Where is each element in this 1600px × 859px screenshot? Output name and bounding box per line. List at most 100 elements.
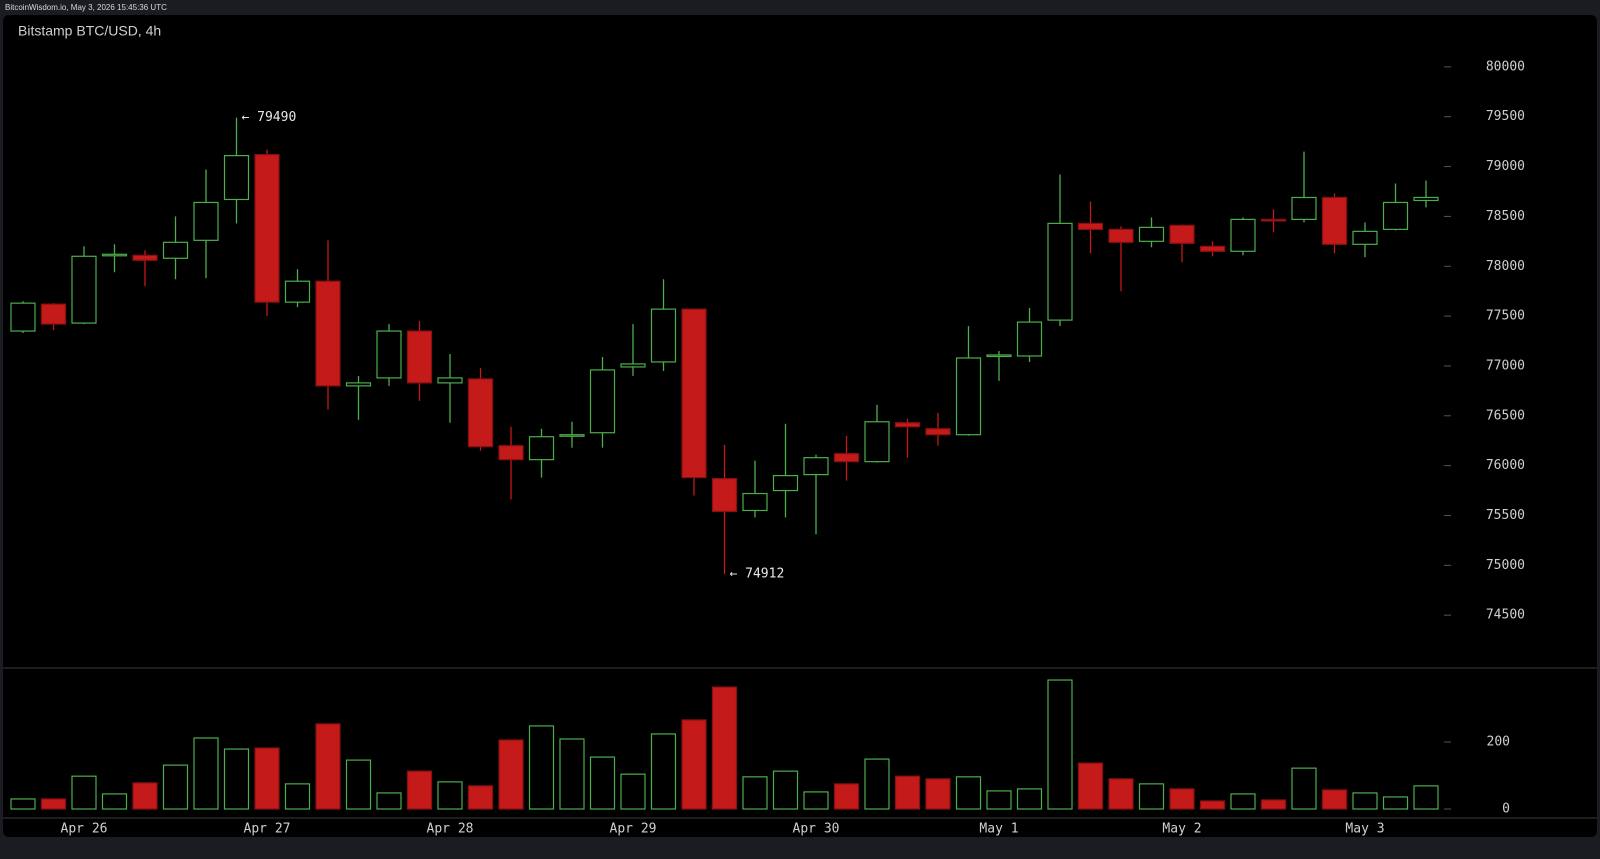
volume-bar xyxy=(650,733,677,810)
x-tick-label: Apr 29 xyxy=(610,822,657,837)
candle-body xyxy=(437,377,463,384)
candle-body xyxy=(1321,196,1348,245)
chart-area xyxy=(3,15,1597,837)
y-tick-label: 75500 xyxy=(1486,508,1525,523)
candle-body xyxy=(284,280,311,303)
candle-body xyxy=(223,155,250,201)
candle-body xyxy=(132,254,158,261)
candle-body xyxy=(1230,218,1256,252)
volume-bar xyxy=(1321,789,1348,810)
volume-bar xyxy=(559,738,585,810)
volume-bar xyxy=(894,775,921,810)
volume-bar xyxy=(620,773,646,810)
candle-body xyxy=(193,201,219,241)
candle-body xyxy=(1016,321,1043,357)
y-tick-label: 200 xyxy=(1487,735,1510,750)
candle-body xyxy=(1169,224,1195,244)
candle-body xyxy=(254,154,280,303)
volume-bar xyxy=(223,748,250,810)
volume-bar xyxy=(864,758,890,810)
volume-bar xyxy=(1108,778,1134,810)
volume-bar xyxy=(1047,679,1073,810)
x-tick-label: Apr 26 xyxy=(61,822,108,837)
y-tick-label: 80000 xyxy=(1486,59,1525,74)
volume-bar xyxy=(833,783,860,810)
volume-bar xyxy=(498,739,524,810)
y-tick-label: 78000 xyxy=(1486,259,1525,274)
volume-bar xyxy=(10,798,36,810)
y-tick-label: 0 xyxy=(1502,802,1510,817)
candle-body xyxy=(315,280,341,387)
volume-bar xyxy=(315,723,341,810)
candle-body xyxy=(925,428,951,436)
volume-bar xyxy=(406,770,433,810)
volume-bar xyxy=(437,781,463,810)
candle-body xyxy=(620,363,646,368)
candle-body xyxy=(1199,245,1226,252)
x-tick-label: May 3 xyxy=(1345,822,1384,837)
candle-body xyxy=(101,253,128,257)
volume-bar xyxy=(711,686,738,810)
candle-body xyxy=(1138,226,1165,242)
candle-body xyxy=(955,357,982,436)
volume-bar xyxy=(101,793,128,810)
volume-bar xyxy=(71,775,97,810)
y-tick-label: 79000 xyxy=(1486,159,1525,174)
candle-body xyxy=(894,422,921,428)
candle-body xyxy=(681,308,707,479)
volume-bar xyxy=(1382,796,1409,810)
candle-body xyxy=(406,330,433,384)
x-tick-label: Apr 27 xyxy=(244,822,291,837)
extreme-annotation: ← 79490 xyxy=(242,110,297,125)
header-text: BitcoinWisdom.io, May 3, 2026 15:45:36 U… xyxy=(5,3,167,12)
volume-bar xyxy=(284,783,311,810)
volume-bar xyxy=(254,747,280,810)
volume-bar xyxy=(528,725,555,810)
volume-bar xyxy=(132,782,158,810)
candle-body xyxy=(1260,218,1287,222)
y-tick-label: 78500 xyxy=(1486,209,1525,224)
y-tick-label: 74500 xyxy=(1486,608,1525,623)
volume-bar xyxy=(986,790,1012,810)
candle-body xyxy=(559,434,585,437)
x-tick-label: May 2 xyxy=(1162,822,1201,837)
candle-body xyxy=(1047,222,1073,321)
volume-bar xyxy=(1230,793,1256,810)
candle-body xyxy=(345,382,372,387)
volume-bar xyxy=(1077,762,1104,810)
candle-body xyxy=(376,330,402,379)
volume-bar xyxy=(40,798,67,810)
volume-bar xyxy=(1169,788,1195,810)
volume-bar xyxy=(1016,788,1043,810)
y-tick-label: 77500 xyxy=(1486,309,1525,324)
volume-bar xyxy=(1413,785,1439,810)
candle-body xyxy=(650,308,677,363)
candle-body xyxy=(528,436,555,461)
y-tick-label: 75000 xyxy=(1486,558,1525,573)
candle-body xyxy=(589,369,616,434)
candle-body xyxy=(803,457,829,476)
y-tick-label: 76500 xyxy=(1486,408,1525,423)
chart-title: Bitstamp BTC/USD, 4h xyxy=(18,23,161,39)
candle-body xyxy=(1382,201,1409,230)
candle-body xyxy=(40,303,67,325)
candle-body xyxy=(742,492,768,512)
volume-bar xyxy=(681,719,707,810)
volume-bar xyxy=(1260,799,1287,810)
volume-bar xyxy=(467,785,494,810)
candle-body xyxy=(1108,228,1134,243)
candle-body xyxy=(10,302,36,332)
volume-bar xyxy=(193,737,219,810)
candle-body xyxy=(1077,222,1104,230)
volume-bar xyxy=(1291,767,1317,810)
candle-body xyxy=(498,445,524,461)
candle-body xyxy=(1413,196,1439,202)
volume-bar xyxy=(376,792,402,810)
volume-bar xyxy=(1352,792,1378,810)
volume-bar xyxy=(955,776,982,810)
volume-bar xyxy=(1199,800,1226,810)
candle-body xyxy=(864,421,890,463)
x-tick-label: Apr 30 xyxy=(793,822,840,837)
candle-body xyxy=(772,474,799,492)
